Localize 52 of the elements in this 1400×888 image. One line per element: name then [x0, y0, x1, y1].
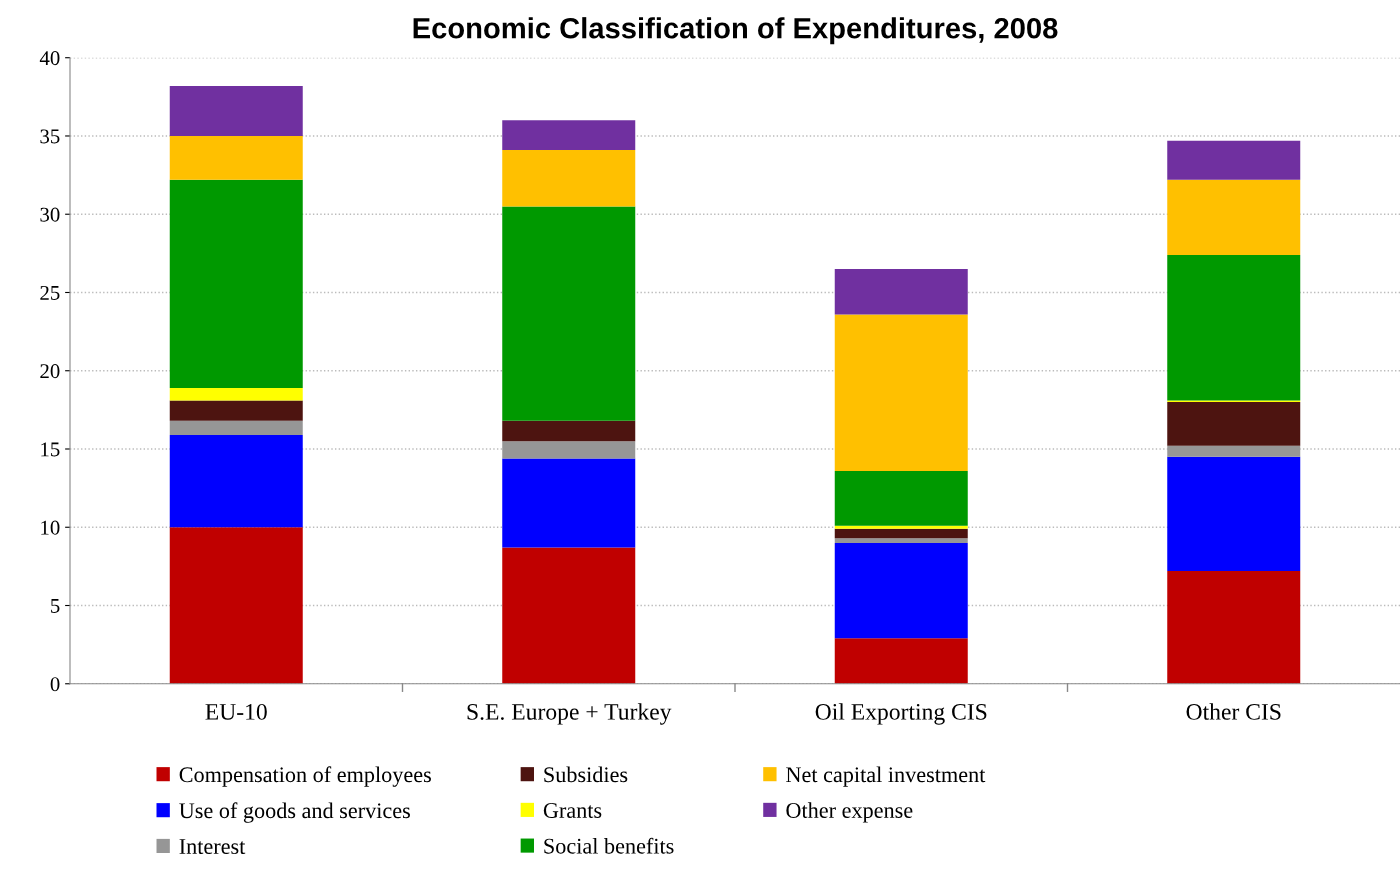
- bar: [502, 547, 636, 684]
- bar: [502, 441, 636, 459]
- y-tick-label: 30: [40, 207, 60, 222]
- bar: [834, 538, 968, 543]
- bar: [502, 420, 636, 442]
- x-tick-label: EU-10: [205, 703, 267, 720]
- y-tick-label: 25: [40, 285, 60, 300]
- bar: [1167, 179, 1301, 255]
- legend-label: Interest: [179, 839, 246, 854]
- y-tick-label: 40: [39, 51, 60, 66]
- legend-label: Net capital investment: [786, 766, 986, 787]
- legend-label: Other expense: [786, 802, 913, 823]
- bar: [169, 85, 303, 136]
- chart-title: Economic Classification of Expenditures, 2008: [413, 17, 1058, 45]
- bar: [502, 120, 636, 151]
- bar: [169, 135, 303, 180]
- bar: [1167, 254, 1301, 401]
- bar: [834, 542, 968, 639]
- bar: [1167, 445, 1301, 457]
- bar: [834, 525, 968, 529]
- bar: [1167, 456, 1301, 572]
- x-tick-label: Other CIS: [1186, 703, 1281, 720]
- bar: [169, 387, 303, 401]
- legend-label: Social benefits: [544, 837, 674, 854]
- legend-label: Compensation of employees: [179, 766, 431, 787]
- bar: [834, 470, 968, 526]
- legend-label: Use of goods and services: [179, 802, 410, 823]
- bar: [834, 638, 968, 684]
- bar: [502, 150, 636, 207]
- y-tick-label: 10: [41, 520, 60, 535]
- legend-label: Subsidies: [544, 766, 628, 783]
- bar: [169, 434, 303, 528]
- bar: [169, 527, 303, 684]
- x-tick-label: S.E. Europe + Turkey: [467, 703, 672, 725]
- x-tick-label: Oil Exporting CIS: [815, 703, 987, 725]
- y-tick-label: 0: [50, 677, 60, 692]
- y-tick-label: 15: [41, 442, 60, 457]
- bar: [169, 179, 303, 388]
- legend-label: Grants: [543, 803, 602, 818]
- y-tick-label: 35: [40, 129, 60, 144]
- y-tick-label: 5: [51, 599, 60, 613]
- bar: [502, 458, 636, 548]
- bar: [834, 269, 968, 315]
- bar: [1167, 402, 1301, 446]
- bar: [1167, 140, 1301, 180]
- bar: [834, 314, 968, 471]
- bar: [169, 400, 303, 421]
- bar: [834, 528, 968, 539]
- bar: [1167, 571, 1301, 684]
- y-tick-label: 20: [40, 364, 60, 379]
- bar: [169, 420, 303, 435]
- bar: [502, 206, 636, 421]
